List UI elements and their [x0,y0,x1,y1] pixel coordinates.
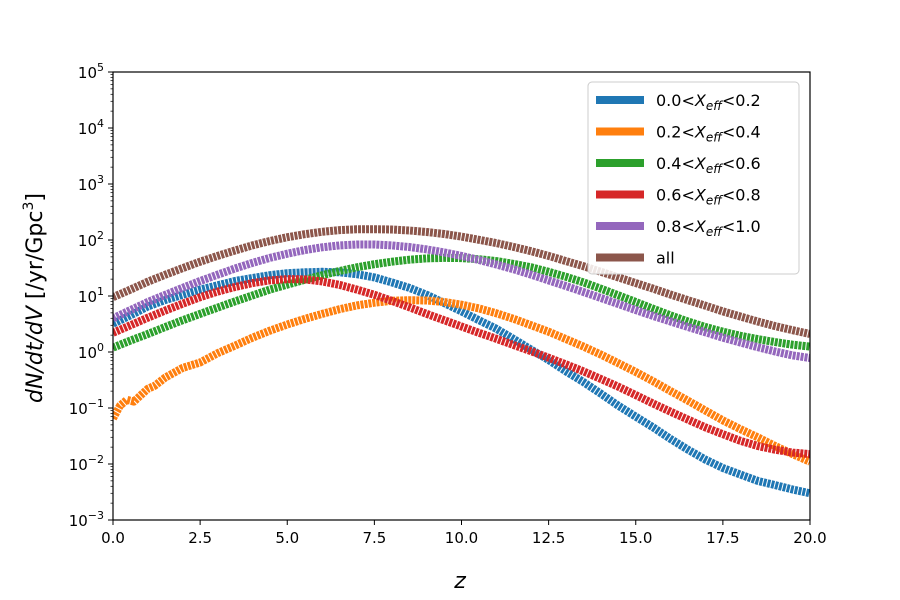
legend-label-4: 0.8<Xeff<1.0 [656,217,761,239]
series-line-5 [113,225,810,338]
y-tick-label: 100 [78,341,104,362]
y-axis-label-main: dN/dt/dV [23,304,48,403]
x-tick-label: 17.5 [706,529,739,547]
y-tick-label: 102 [78,229,104,250]
series-line-1 [113,296,810,466]
y-tick-label: 101 [78,285,104,306]
x-axis-label: z [453,569,466,594]
y-axis-label-close: ] [23,193,48,202]
legend-label-1: 0.2<Xeff<0.4 [656,123,761,145]
y-tick-label: 104 [78,117,104,138]
x-tick-label: 15.0 [619,529,652,547]
series-line-0 [113,267,810,498]
series-layer [113,225,810,498]
x-tick-label: 20.0 [793,529,826,547]
y-tick-label: 105 [78,61,104,82]
y-tick-label: 10−3 [69,509,104,530]
x-tick-label: 10.0 [445,529,478,547]
y-axis-label-unit-exp: 3 [21,202,37,211]
ticks-layer: 0.0 2.5 5.0 7.5 10.0 12.5 15.0 17.5 20.0 10−3 10−2… [69,61,827,547]
y-tick-label: 10−1 [69,397,104,418]
y-tick-label: 103 [78,173,104,194]
x-tick-label: 0.0 [101,529,125,547]
y-tick-label: 10−2 [69,453,104,474]
y-axis-label: dN/dt/dV [/yr/Gpc3] [21,193,48,403]
x-tick-label: 7.5 [362,529,386,547]
series-line-3 [113,275,810,459]
x-tick-label: 12.5 [532,529,565,547]
legend-frame [587,81,800,275]
x-tick-label: 2.5 [188,529,212,547]
series-line-4 [113,240,810,362]
legend-label-5: all [656,249,675,268]
y-axis-label-unit: [/yr/Gpc [23,211,48,307]
legend-label-3: 0.6<Xeff<0.8 [656,186,761,208]
legend: 0.0<Xeff<0.2 0.2<Xeff<0.4 0.4<Xeff<0.6 0.6<… [587,81,800,275]
x-tick-label: 5.0 [275,529,299,547]
legend-label-0: 0.0<Xeff<0.2 [656,91,761,113]
legend-label-2: 0.4<Xeff<0.6 [656,154,761,176]
